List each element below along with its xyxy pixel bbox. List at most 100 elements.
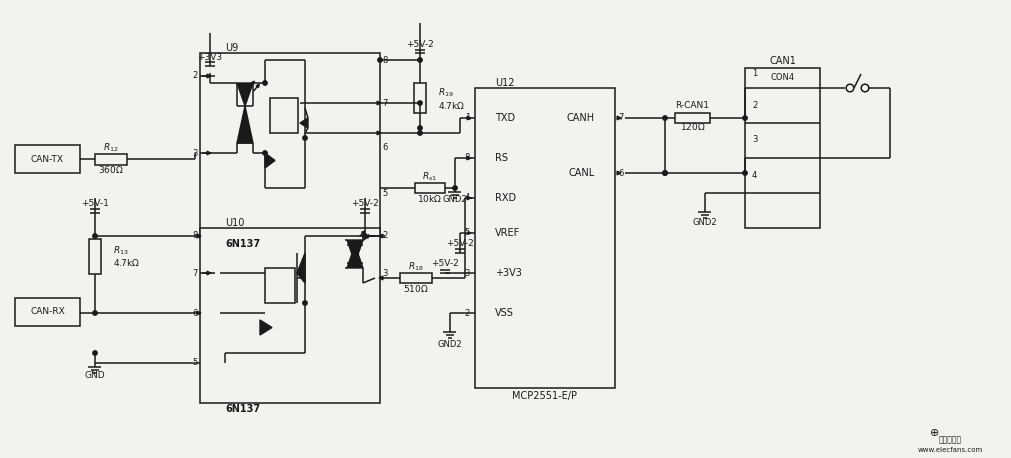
Polygon shape bbox=[237, 83, 253, 106]
Text: +5V-2: +5V-2 bbox=[431, 260, 458, 268]
Text: +3V3: +3V3 bbox=[494, 268, 522, 278]
Text: VSS: VSS bbox=[494, 308, 514, 318]
Text: $R_{19}$: $R_{19}$ bbox=[438, 87, 454, 99]
Text: 3: 3 bbox=[464, 268, 469, 278]
Circle shape bbox=[662, 171, 666, 175]
Circle shape bbox=[263, 151, 267, 155]
Text: www.elecfans.com: www.elecfans.com bbox=[916, 447, 982, 453]
Circle shape bbox=[93, 234, 97, 238]
Text: CANL: CANL bbox=[568, 168, 594, 178]
Text: GND2: GND2 bbox=[437, 340, 462, 349]
Text: 2: 2 bbox=[751, 102, 756, 110]
Circle shape bbox=[362, 234, 367, 238]
Bar bbox=[15, 145, 80, 173]
Circle shape bbox=[742, 171, 746, 175]
Polygon shape bbox=[299, 118, 307, 128]
Text: GND2: GND2 bbox=[692, 218, 717, 228]
Text: 510$\Omega$: 510$\Omega$ bbox=[402, 283, 429, 294]
Circle shape bbox=[418, 131, 422, 135]
Text: $R_{13}$: $R_{13}$ bbox=[113, 245, 128, 257]
Polygon shape bbox=[296, 253, 304, 283]
Bar bbox=[399, 273, 432, 283]
Text: 8: 8 bbox=[192, 231, 197, 240]
Circle shape bbox=[93, 351, 97, 355]
Text: U10: U10 bbox=[224, 218, 244, 228]
Text: 6N137: 6N137 bbox=[224, 404, 260, 414]
Text: $R_{s1}$: $R_{s1}$ bbox=[422, 171, 437, 183]
Circle shape bbox=[263, 81, 267, 85]
Text: CAN-RX: CAN-RX bbox=[30, 307, 65, 316]
Circle shape bbox=[93, 311, 97, 315]
Text: 5: 5 bbox=[382, 189, 387, 197]
Text: 3: 3 bbox=[382, 268, 387, 278]
Text: 6: 6 bbox=[618, 169, 623, 178]
Circle shape bbox=[418, 126, 422, 130]
Polygon shape bbox=[347, 245, 363, 268]
Text: +5V-2: +5V-2 bbox=[351, 200, 378, 208]
Text: 5: 5 bbox=[464, 229, 469, 238]
Circle shape bbox=[418, 101, 422, 105]
Text: +3V3: +3V3 bbox=[197, 53, 222, 61]
Text: 10k$\Omega$: 10k$\Omega$ bbox=[417, 192, 442, 203]
Bar bbox=[95, 153, 126, 164]
Circle shape bbox=[742, 116, 746, 120]
Text: 7: 7 bbox=[618, 114, 623, 122]
Bar bbox=[265, 268, 295, 303]
Text: 4: 4 bbox=[751, 171, 756, 180]
Circle shape bbox=[662, 171, 666, 175]
Text: CAN-TX: CAN-TX bbox=[31, 154, 64, 164]
Polygon shape bbox=[260, 320, 272, 335]
Text: 3: 3 bbox=[751, 136, 756, 145]
Text: +5V-2: +5V-2 bbox=[446, 240, 473, 249]
Text: RXD: RXD bbox=[494, 193, 516, 203]
Text: 7: 7 bbox=[192, 268, 197, 278]
Text: 7: 7 bbox=[382, 98, 387, 108]
Text: TXD: TXD bbox=[494, 113, 515, 123]
Polygon shape bbox=[237, 106, 253, 143]
Text: 电子发烧友: 电子发烧友 bbox=[937, 436, 960, 445]
Bar bbox=[474, 88, 615, 388]
Text: 2: 2 bbox=[192, 71, 197, 81]
Text: ⊕: ⊕ bbox=[929, 428, 939, 438]
Text: 120$\Omega$: 120$\Omega$ bbox=[679, 121, 705, 132]
Circle shape bbox=[302, 301, 307, 305]
Text: CANH: CANH bbox=[566, 113, 594, 123]
Bar bbox=[200, 53, 379, 238]
Text: 1: 1 bbox=[464, 114, 469, 122]
Bar bbox=[413, 83, 426, 113]
Text: 6: 6 bbox=[382, 143, 387, 153]
Polygon shape bbox=[265, 153, 275, 168]
Text: VREF: VREF bbox=[494, 228, 520, 238]
Text: +5V-1: +5V-1 bbox=[81, 200, 109, 208]
Bar bbox=[674, 113, 710, 123]
Text: GND2: GND2 bbox=[442, 196, 467, 205]
Circle shape bbox=[302, 136, 307, 140]
Text: U12: U12 bbox=[494, 78, 514, 88]
Bar bbox=[415, 183, 445, 193]
Text: 2: 2 bbox=[464, 309, 469, 317]
Text: 360$\Omega$: 360$\Omega$ bbox=[98, 164, 123, 175]
Circle shape bbox=[377, 58, 382, 62]
Polygon shape bbox=[347, 240, 363, 263]
Bar bbox=[200, 228, 379, 403]
Text: 6: 6 bbox=[192, 309, 197, 317]
Text: CAN1: CAN1 bbox=[768, 56, 795, 66]
Bar bbox=[270, 98, 297, 133]
Text: $R_{12}$: $R_{12}$ bbox=[103, 142, 118, 154]
Bar bbox=[89, 239, 101, 273]
Text: CON4: CON4 bbox=[769, 73, 794, 82]
Text: $R_{18}$: $R_{18}$ bbox=[407, 261, 424, 273]
Circle shape bbox=[662, 116, 666, 120]
Text: 2: 2 bbox=[382, 231, 387, 240]
Text: 5: 5 bbox=[192, 359, 197, 367]
Text: U9: U9 bbox=[224, 43, 238, 53]
Text: 1: 1 bbox=[751, 69, 756, 77]
Text: MCP2551-E/P: MCP2551-E/P bbox=[512, 391, 577, 401]
Text: GND: GND bbox=[85, 371, 105, 381]
Text: 8: 8 bbox=[464, 153, 469, 163]
Bar bbox=[744, 68, 819, 228]
Text: 8: 8 bbox=[382, 55, 387, 65]
Text: 4: 4 bbox=[464, 193, 469, 202]
Text: RS: RS bbox=[494, 153, 508, 163]
Circle shape bbox=[418, 58, 422, 62]
